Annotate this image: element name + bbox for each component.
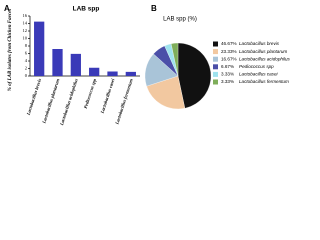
bar bbox=[89, 67, 100, 76]
panel-label: A bbox=[4, 4, 10, 13]
y-tick-label: 16 bbox=[23, 13, 28, 18]
y-tick-label: 6 bbox=[25, 51, 28, 56]
y-axis-label: % of LAB isolates from Chicken Faeces bbox=[8, 9, 13, 92]
y-tick-label: 8 bbox=[25, 43, 28, 48]
figure: A LAB spp % of LAB isolates from Chicken… bbox=[4, 4, 291, 127]
bar bbox=[107, 71, 118, 76]
legend-swatch bbox=[213, 56, 218, 62]
x-tick-label: Pediococcus spp bbox=[83, 77, 98, 109]
x-tick-label: Lactobacillus fermentum bbox=[114, 78, 134, 126]
bar bbox=[52, 49, 63, 76]
bar bbox=[70, 53, 81, 76]
legend-value: 23.33% bbox=[221, 49, 237, 54]
legend-swatch bbox=[213, 79, 218, 85]
legend-swatch bbox=[213, 41, 218, 47]
legend-swatch bbox=[213, 71, 218, 77]
legend-value: 3.33% bbox=[221, 72, 234, 77]
legend-label: Lactobacillus casei bbox=[239, 72, 279, 77]
legend-label: Lactobacillus acidophilus bbox=[239, 56, 291, 61]
legend-value: 3.33% bbox=[221, 79, 234, 84]
pie-slice bbox=[146, 75, 186, 110]
pie-slice bbox=[177, 42, 212, 109]
legend-swatch bbox=[213, 64, 218, 70]
legend-label: Lactobacillus plantarum bbox=[239, 49, 287, 54]
y-tick-label: 0 bbox=[25, 73, 28, 78]
legend-value: 16.67% bbox=[221, 56, 237, 61]
legend-label: Lactobacillus fermentum bbox=[239, 79, 289, 84]
x-tick-label: Lactobacillus brevis bbox=[25, 78, 42, 117]
y-tick-label: 2 bbox=[25, 66, 27, 71]
x-tick-label: Lactobacillus acidophilus bbox=[59, 78, 79, 127]
legend-value: 46.67% bbox=[221, 41, 237, 46]
y-tick-label: 4 bbox=[25, 58, 28, 63]
bar bbox=[34, 21, 45, 76]
legend-value: 6.67% bbox=[221, 64, 234, 69]
chart-title: LAB spp (%) bbox=[163, 17, 197, 23]
legend-label: Pediococcus spp bbox=[239, 64, 274, 69]
pie-slice bbox=[170, 42, 179, 77]
x-tick-label: Lactobacillus plantarum bbox=[41, 78, 61, 125]
bar bbox=[125, 71, 136, 76]
y-tick-label: 10 bbox=[23, 36, 28, 41]
legend-swatch bbox=[213, 49, 218, 55]
panel-label: B bbox=[151, 4, 157, 13]
chart-title: LAB spp bbox=[73, 6, 100, 13]
y-tick-label: 12 bbox=[23, 28, 28, 33]
x-tick-label: Lactobacillus casei bbox=[99, 77, 115, 115]
y-tick-label: 14 bbox=[23, 21, 28, 26]
legend-label: Lactobacillus brevis bbox=[239, 41, 280, 46]
